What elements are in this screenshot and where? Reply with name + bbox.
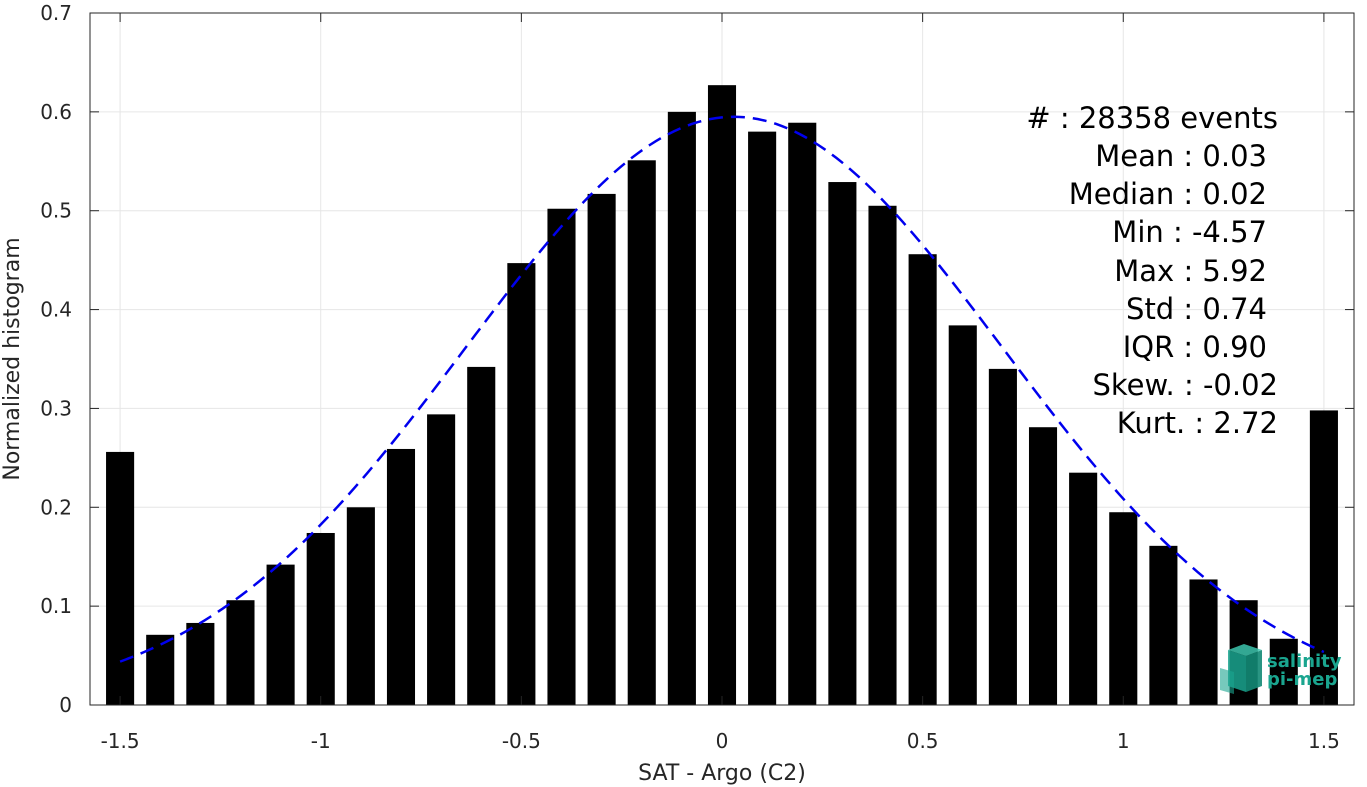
logo-text-line2: pi-mep (1267, 669, 1337, 690)
x-tick-label: 1 (1117, 729, 1130, 753)
gaussian-fit-curve (119, 115, 1325, 663)
histogram-bar (266, 564, 295, 705)
stat-events: # : 28358 events (1026, 101, 1278, 135)
histogram-bar (1309, 410, 1338, 705)
stat-iqr: IQR : 0.90 (1123, 330, 1267, 364)
y-tick-label: 0.6 (40, 100, 72, 124)
histogram-bar (106, 451, 135, 705)
histogram-bar (707, 85, 737, 705)
histogram-bar (988, 368, 1017, 705)
histogram-bar (427, 414, 456, 705)
histogram-bar (507, 263, 536, 705)
histogram-bar (627, 160, 656, 706)
statistics-annotation: # : 28358 events Mean : 0.03 Median : 0.… (1026, 101, 1278, 440)
histogram-bar (868, 205, 897, 705)
y-axis-label: Normalized histogram (0, 237, 25, 480)
x-axis-label: SAT - Argo (C2) (638, 761, 806, 786)
x-tick-label: -1.5 (101, 729, 140, 753)
stat-min: Min : -4.57 (1112, 215, 1267, 249)
stat-max: Max : 5.92 (1114, 254, 1267, 288)
histogram-bar (948, 325, 977, 705)
logo-text-line1: salinity (1267, 651, 1342, 672)
y-tick-label: 0.4 (40, 298, 72, 322)
y-axis-tick-labels: 0 0.1 0.2 0.3 0.4 0.5 0.6 0.7 (40, 1, 72, 717)
histogram-bar (226, 600, 255, 705)
x-tick-label: -0.5 (502, 729, 541, 753)
y-tick-label: 0.2 (40, 495, 72, 519)
y-tick-label: 0.1 (40, 594, 72, 618)
x-tick-label: -1 (311, 729, 331, 753)
histogram-bar (386, 448, 416, 705)
axis-ticks (90, 12, 1354, 706)
y-tick-label: 0.7 (40, 1, 72, 25)
salinity-pi-mep-logo: salinity pi-mep (1220, 644, 1342, 694)
histogram-bar (146, 634, 175, 705)
histogram-bar (788, 122, 817, 705)
histogram-bar (748, 131, 777, 706)
histogram-bar (547, 208, 576, 706)
logo-cube-icon (1220, 644, 1262, 694)
x-tick-label: 1.5 (1308, 729, 1340, 753)
histogram-bar (1109, 512, 1138, 705)
histogram-bar (467, 366, 496, 705)
histogram-bar (1149, 545, 1178, 705)
histogram-bar (306, 532, 335, 705)
histogram-bar (828, 182, 857, 705)
x-tick-label: 0.5 (907, 729, 939, 753)
y-tick-label: 0.5 (40, 199, 72, 223)
histogram-bar (1189, 579, 1218, 705)
histogram-bar (186, 622, 215, 705)
stat-mean: Mean : 0.03 (1095, 139, 1267, 173)
stat-skewness: Skew. : -0.02 (1092, 368, 1278, 402)
histogram-bar (1028, 427, 1058, 705)
stat-median: Median : 0.02 (1069, 177, 1267, 211)
y-tick-label: 0 (59, 693, 72, 717)
y-tick-label: 0.3 (40, 396, 72, 420)
histogram-bar (1069, 472, 1098, 705)
histogram-bars (106, 85, 1338, 706)
stat-kurtosis: Kurt. : 2.72 (1117, 406, 1278, 440)
histogram-bar (346, 507, 375, 705)
stat-std: Std : 0.74 (1126, 292, 1267, 326)
histogram-bar (587, 193, 616, 705)
x-axis-tick-labels: -1.5 -1 -0.5 0 0.5 1 1.5 (101, 729, 1340, 753)
histogram-bar (1269, 638, 1298, 705)
histogram-bar (667, 111, 696, 706)
x-tick-label: 0 (716, 729, 729, 753)
histogram-bar (908, 254, 937, 705)
